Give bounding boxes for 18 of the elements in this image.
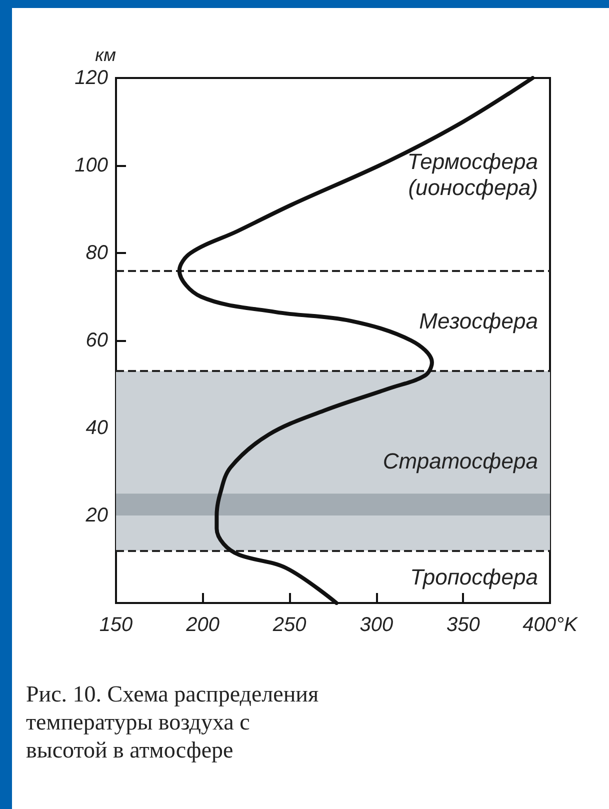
x-tick-label: 250 [272,614,306,636]
x-tick-label: 350 [446,614,480,636]
y-tick-label: 100 [74,154,108,176]
annotation: Стратосфера [382,448,538,474]
y-axis-title: км [95,45,116,65]
y-tick-label: 60 [86,330,108,352]
x-tick-label: 150 [99,614,133,636]
text: Рис. 10. Схема распределения температуры воздуха с высотой в атмосфере [26,682,324,762]
annotation: Мезосфера [419,308,538,334]
y-tick-label: 120 [74,67,108,89]
x-tick-label: 300 [360,614,394,636]
x-tick-label: 400°K [522,614,580,636]
annotation: Термосфера (ионосфера) [407,148,538,200]
y-tick-label: 40 [86,417,108,439]
annotation: Тропосфера [410,564,538,590]
y-tick-label: 20 [84,504,108,526]
x-tick-label: 200 [185,614,220,636]
y-tick-label: 80 [86,242,108,264]
